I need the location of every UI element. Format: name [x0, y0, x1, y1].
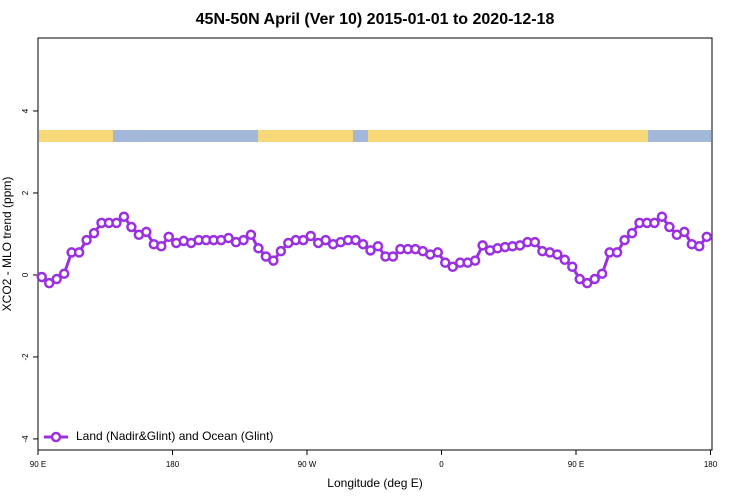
x-tick-label: 180 — [166, 460, 180, 469]
point — [320, 234, 331, 246]
land-ocean-strip — [39, 130, 711, 142]
point — [581, 277, 593, 289]
point — [529, 236, 541, 248]
point — [156, 241, 167, 252]
x-tick-label: 0 — [439, 460, 444, 469]
point — [253, 243, 264, 254]
point — [305, 230, 316, 242]
point — [357, 238, 369, 250]
point — [372, 241, 384, 252]
y-tick-label: -2 — [21, 353, 30, 361]
y-axis-label: XCO2 - MLO trend (ppm) — [0, 177, 14, 312]
point — [387, 251, 399, 262]
point — [574, 273, 585, 285]
point — [36, 271, 47, 283]
point — [51, 273, 62, 285]
point — [126, 221, 137, 233]
point — [298, 234, 309, 246]
point — [58, 268, 70, 279]
point — [552, 249, 563, 260]
x-tick-label: 180 — [704, 460, 718, 469]
point — [365, 245, 376, 256]
point — [596, 268, 608, 279]
point — [559, 254, 571, 266]
y-tick-label: -4 — [21, 435, 30, 443]
point — [88, 227, 100, 239]
point — [268, 255, 279, 266]
point — [477, 240, 488, 251]
point — [589, 273, 600, 285]
point — [350, 234, 361, 246]
y-tick-label: 4 — [21, 108, 30, 113]
point — [275, 245, 287, 257]
point — [701, 231, 713, 243]
point — [619, 234, 630, 246]
point — [223, 232, 234, 244]
legend-label: Land (Nadir&Glint) and Ocean (Glint) — [76, 429, 273, 443]
point — [118, 211, 130, 222]
y-tick-label: 2 — [21, 190, 30, 195]
point — [626, 227, 638, 239]
x-tick-label: 90 W — [298, 460, 317, 469]
point — [649, 217, 660, 229]
point — [432, 247, 444, 258]
point — [245, 229, 257, 241]
x-axis-label: Longitude (deg E) — [327, 476, 422, 490]
x-tick-label: 90 E — [30, 460, 46, 469]
legend-marker — [50, 431, 62, 443]
point — [73, 247, 85, 258]
point — [439, 257, 451, 268]
point — [141, 226, 152, 238]
plot-frame — [37, 37, 713, 451]
point — [679, 226, 690, 238]
point — [238, 234, 249, 246]
point — [664, 221, 675, 233]
point — [260, 251, 272, 262]
point — [81, 234, 92, 246]
legend: Land (Nadir&Glint) and Ocean (Glint) — [44, 429, 273, 443]
y-tick-label: 0 — [21, 272, 30, 277]
point — [163, 231, 175, 243]
point — [111, 217, 122, 229]
point — [447, 261, 458, 273]
point — [43, 277, 55, 289]
point — [469, 255, 481, 266]
point — [611, 247, 623, 258]
point — [656, 211, 668, 222]
x-tick-label: 90 E — [568, 460, 584, 469]
point — [694, 241, 705, 252]
point — [567, 261, 578, 273]
chart-title: 45N-50N April (Ver 10) 2015-01-01 to 202… — [196, 11, 555, 28]
